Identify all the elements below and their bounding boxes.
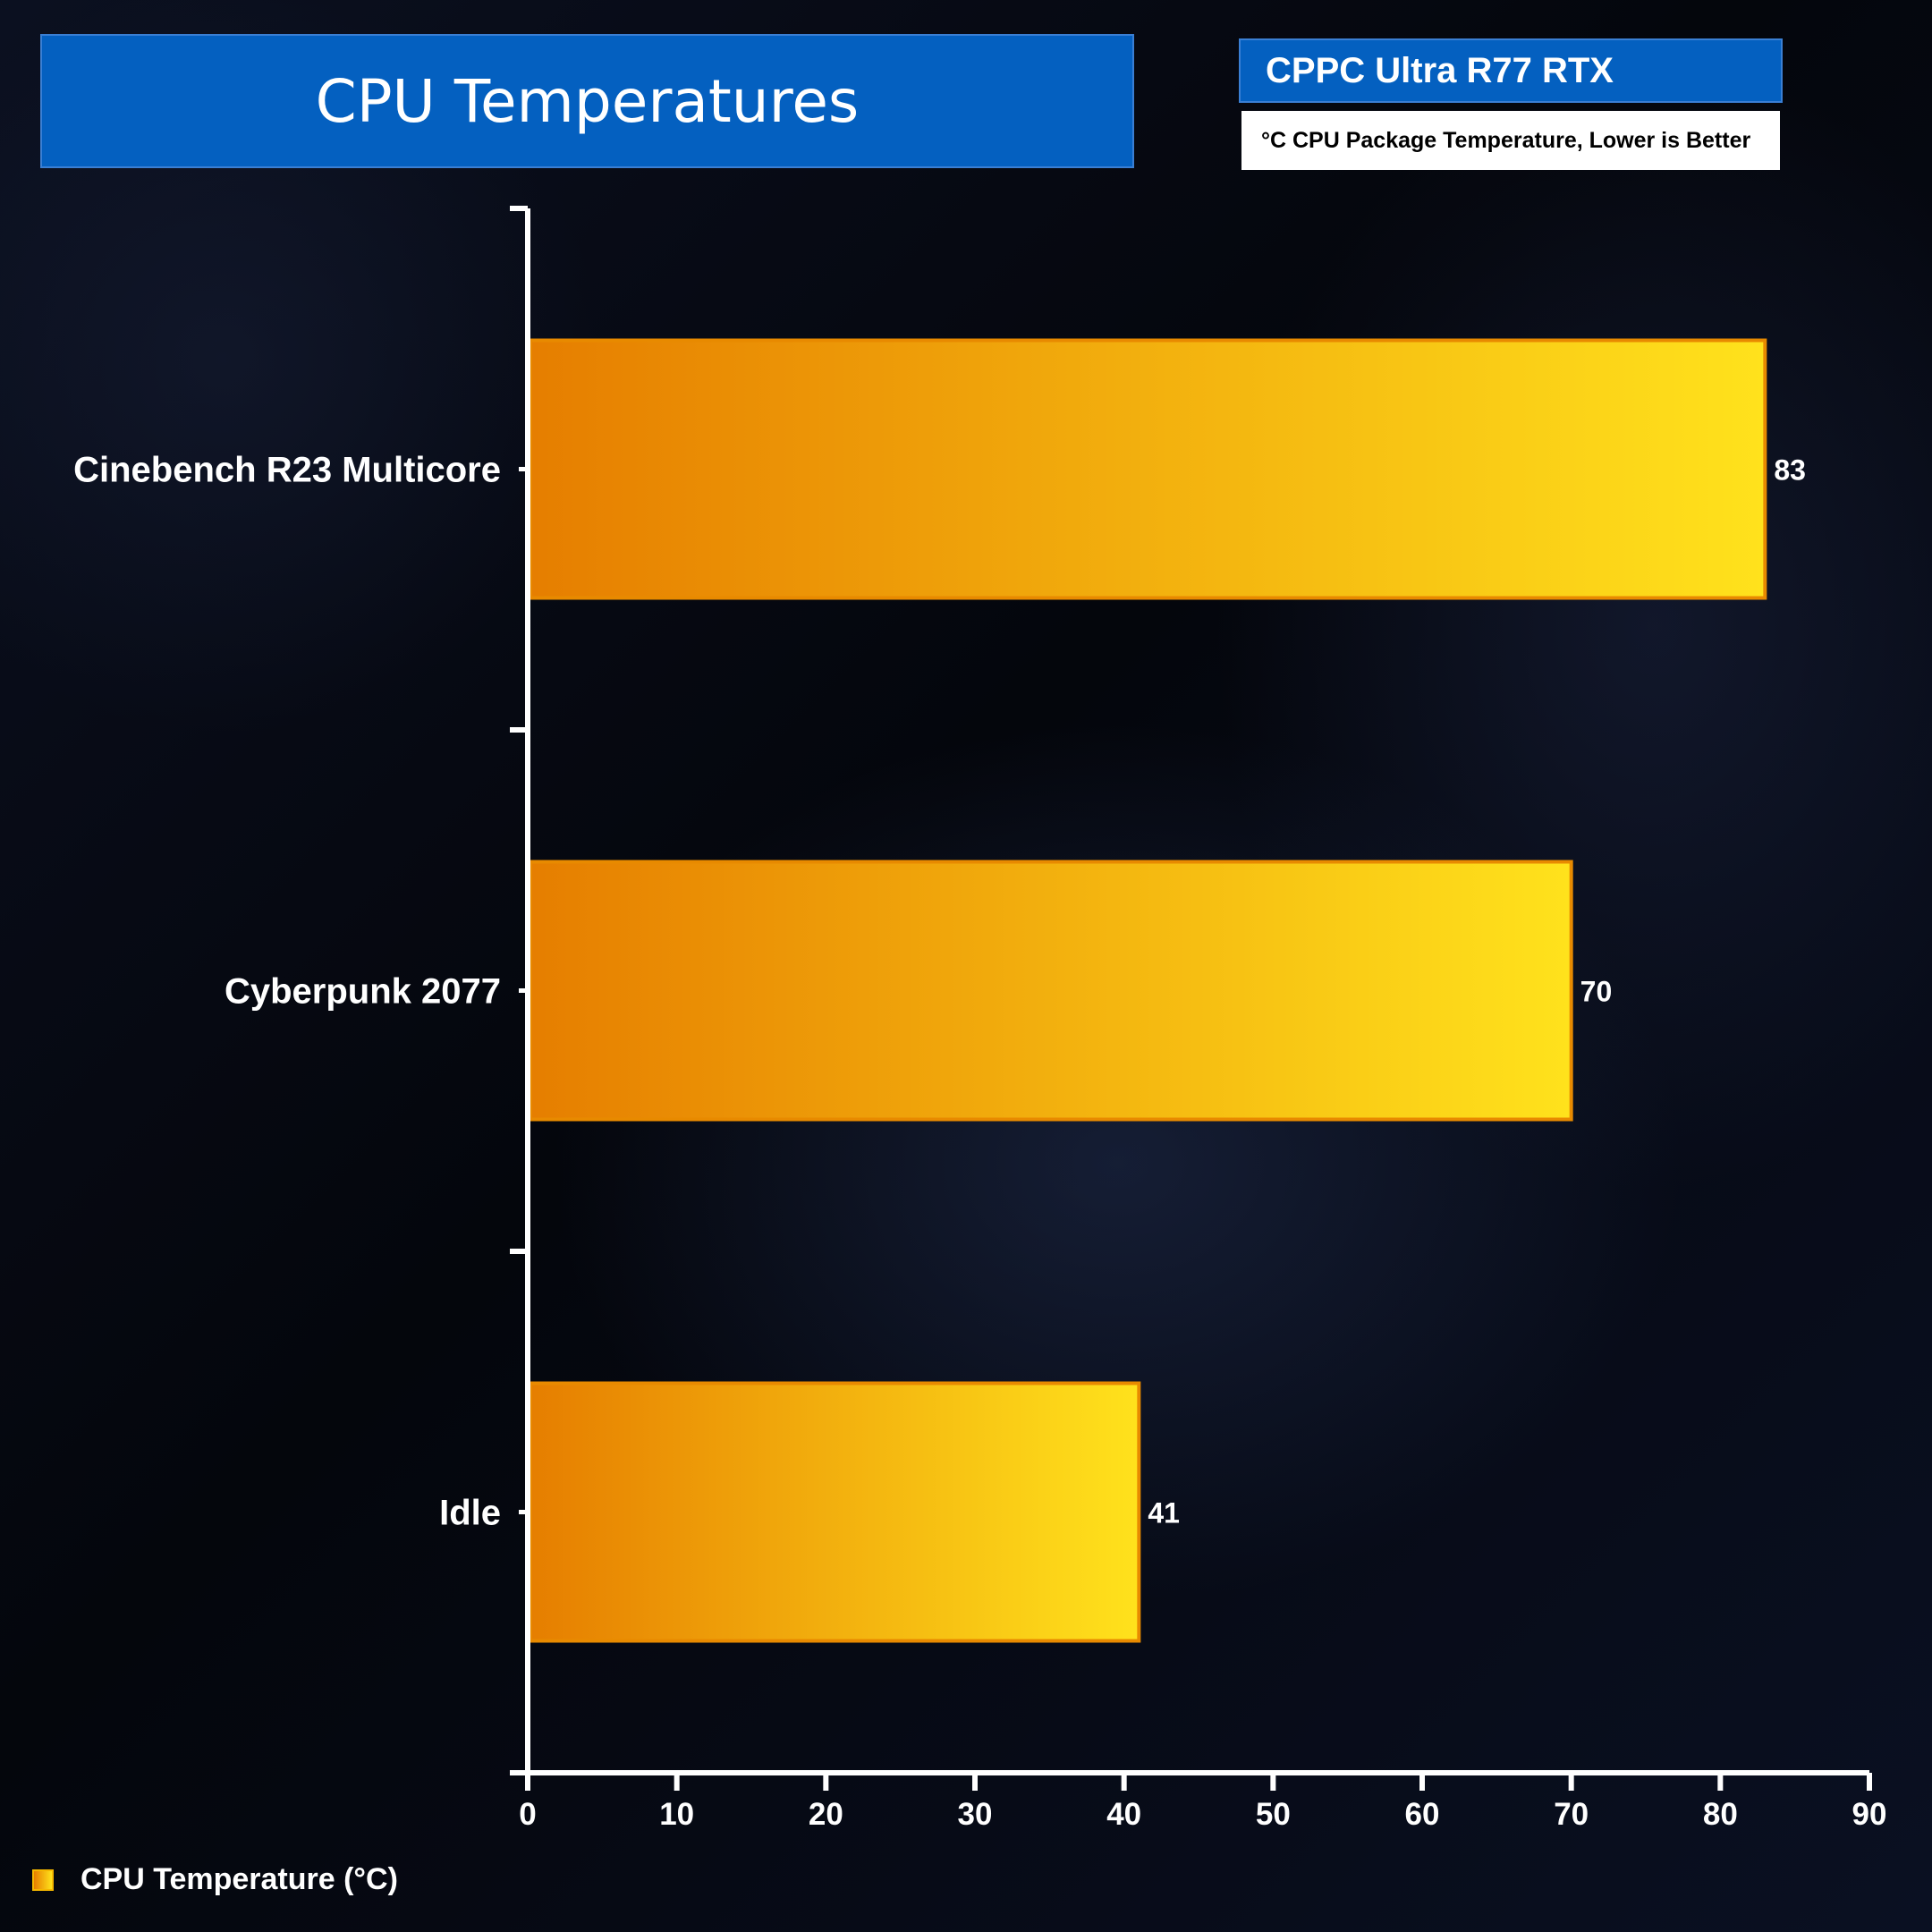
x-tick-label-6: 60	[1405, 1797, 1440, 1832]
subtitle-banner: °C CPU Package Temperature, Lower is Bet…	[1241, 111, 1780, 170]
legend-swatch	[32, 1868, 54, 1891]
category-label-1: Cyberpunk 2077	[225, 972, 501, 1012]
bar-1	[529, 860, 1573, 1122]
bar-0	[529, 338, 1767, 600]
x-tick-label-0: 0	[519, 1797, 536, 1832]
x-tick-label-7: 70	[1554, 1797, 1589, 1832]
value-label-0: 83	[1774, 454, 1806, 487]
bar-2	[529, 1381, 1141, 1643]
chart-title: CPU Temperatures	[315, 66, 860, 136]
value-label-2: 41	[1148, 1497, 1180, 1530]
x-tick-label-4: 40	[1106, 1797, 1141, 1832]
category-label-0: Cinebench R23 Multicore	[73, 451, 501, 490]
legend: CPU Temperature (°C)	[32, 1862, 398, 1897]
chart-subtitle: °C CPU Package Temperature, Lower is Bet…	[1261, 127, 1751, 153]
x-tick-label-1: 10	[659, 1797, 694, 1832]
system-name: CPPC Ultra R77 RTX	[1266, 50, 1614, 90]
value-label-1: 70	[1580, 976, 1613, 1008]
bars-layer: 83 70 41	[529, 338, 1806, 1643]
x-tick-label-8: 80	[1703, 1797, 1738, 1832]
x-tick-label-3: 30	[958, 1797, 993, 1832]
system-name-banner: CPPC Ultra R77 RTX	[1239, 38, 1783, 103]
x-tick-label-5: 50	[1256, 1797, 1291, 1832]
x-tick-label-2: 20	[809, 1797, 843, 1832]
legend-label: CPU Temperature (°C)	[80, 1862, 398, 1896]
chart-title-banner: CPU Temperatures	[40, 34, 1134, 168]
category-label-2: Idle	[439, 1494, 501, 1533]
x-tick-label-9: 90	[1852, 1797, 1887, 1832]
axis-layer: Cinebench R23 Multicore Cyberpunk 2077 Idl…	[73, 206, 1887, 1832]
